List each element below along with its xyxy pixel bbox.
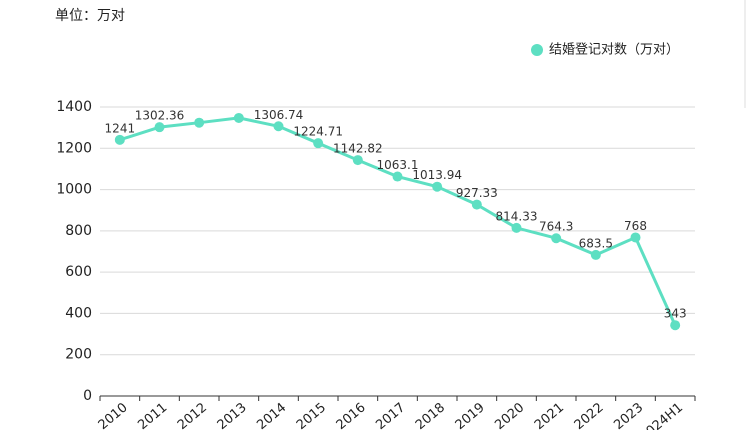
- value-label: 1241: [105, 121, 136, 135]
- x-tick-label: 2010: [96, 400, 131, 430]
- y-tick-label: 200: [65, 347, 92, 363]
- y-tick-label: 0: [83, 388, 92, 404]
- value-label: 1306.74: [254, 108, 304, 122]
- y-tick-label: 400: [65, 305, 92, 321]
- point: [630, 232, 641, 243]
- value-label: 343: [664, 307, 687, 321]
- x-tick-label: 2023: [611, 400, 646, 430]
- value-label: 927.33: [456, 186, 498, 200]
- y-tick-label: 600: [65, 264, 92, 280]
- value-label: 683.5: [579, 236, 613, 250]
- point: [551, 233, 562, 244]
- point: [114, 134, 125, 145]
- point: [154, 122, 165, 133]
- point: [273, 121, 284, 132]
- point: [352, 155, 363, 166]
- point: [511, 222, 522, 233]
- x-tick-label: 2015: [294, 400, 329, 430]
- x-tick-label: 2011: [135, 400, 170, 430]
- point: [590, 249, 601, 260]
- point: [670, 320, 681, 331]
- x-tick-label: 2014: [254, 400, 289, 430]
- value-label: 1302.36: [135, 109, 185, 123]
- x-tick-label: 2021: [532, 400, 567, 430]
- value-label: 768: [624, 219, 647, 233]
- unit-label: 单位：万对: [55, 8, 125, 24]
- x-tick-label: 2012: [175, 400, 210, 430]
- x-tick-label: 2019: [453, 400, 488, 430]
- point: [233, 112, 244, 123]
- point: [194, 117, 205, 128]
- x-tick-label: 2013: [215, 400, 250, 430]
- legend-label: 结婚登记对数（万对）: [549, 43, 679, 58]
- x-tick-label: 2020: [492, 400, 527, 430]
- x-tick-label: 2018: [413, 400, 448, 430]
- legend-marker: [531, 44, 543, 56]
- y-tick-label: 1200: [56, 140, 92, 156]
- value-label: 1224.71: [293, 125, 343, 139]
- point: [432, 181, 443, 192]
- x-tick-label: 2017: [373, 400, 408, 430]
- x-tick-label: 2022: [572, 400, 607, 430]
- y-tick-label: 800: [65, 223, 92, 239]
- point: [471, 199, 482, 210]
- value-label: 1063.1: [377, 158, 419, 172]
- x-tick-label: 2016: [334, 400, 369, 430]
- y-tick-label: 1000: [56, 182, 92, 198]
- point: [392, 171, 403, 182]
- y-tick-label: 1400: [56, 99, 92, 115]
- value-label: 814.33: [496, 209, 538, 223]
- point: [313, 138, 324, 149]
- x-tick-label: 2024H1: [637, 400, 686, 430]
- value-label: 764.3: [539, 220, 573, 234]
- value-label: 1142.82: [333, 142, 383, 156]
- value-label: 1013.94: [412, 168, 462, 182]
- line: [119, 116, 677, 326]
